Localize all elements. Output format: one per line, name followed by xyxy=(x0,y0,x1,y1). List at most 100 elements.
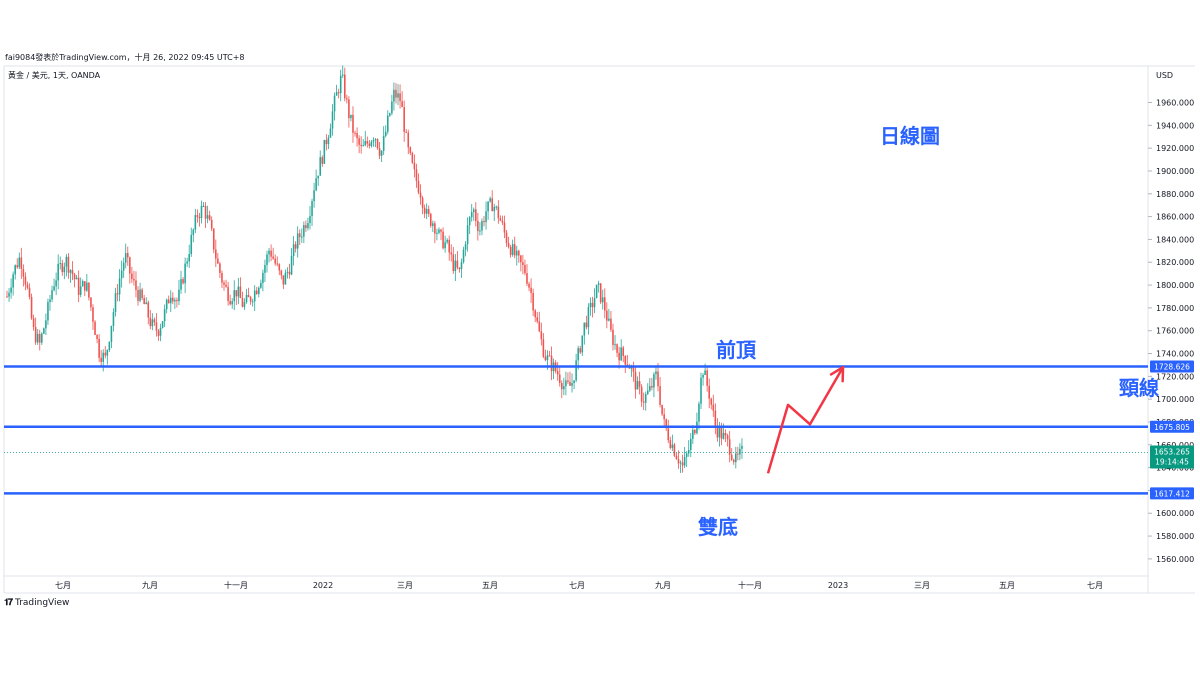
candle xyxy=(466,217,469,252)
tradingview-brand[interactable]: 𝟏𝟕 TradingView xyxy=(4,598,69,608)
candle xyxy=(477,212,479,241)
candle xyxy=(653,372,655,398)
candle xyxy=(184,257,186,294)
candle xyxy=(260,279,262,289)
candle-body xyxy=(126,253,129,258)
candle xyxy=(301,228,303,243)
candle-body xyxy=(190,234,193,255)
candle-body xyxy=(378,148,381,156)
y-tick-label: 1560.000 xyxy=(1156,555,1194,564)
x-tick-label: 七月 xyxy=(569,581,585,590)
candle xyxy=(575,353,577,383)
candle-body xyxy=(720,427,723,439)
candle-body xyxy=(610,318,612,330)
candle xyxy=(481,218,483,236)
candle-body xyxy=(706,370,708,386)
candle xyxy=(608,308,610,322)
candle-body xyxy=(335,92,338,96)
candle-body xyxy=(108,341,111,351)
candle xyxy=(540,322,543,346)
x-tick-label: 七月 xyxy=(1087,581,1103,590)
candle-body xyxy=(110,325,113,342)
candle xyxy=(319,150,322,176)
candle-body xyxy=(454,260,457,272)
candle-body xyxy=(374,139,377,141)
candle xyxy=(606,302,608,329)
candle xyxy=(143,294,145,305)
level-price-label: 1675.805 xyxy=(1154,423,1190,432)
x-tick-label: 五月 xyxy=(999,581,1015,590)
candle xyxy=(708,378,710,409)
candle xyxy=(448,235,450,261)
candle xyxy=(692,425,694,445)
candle-body xyxy=(94,321,96,336)
candle-body xyxy=(417,180,420,193)
candle-body xyxy=(92,307,94,322)
candle-body xyxy=(32,318,35,328)
candle xyxy=(384,125,387,138)
candle xyxy=(258,286,260,298)
candle-body xyxy=(317,175,319,179)
candle-body xyxy=(477,220,479,232)
candle-body xyxy=(370,141,373,147)
candle xyxy=(601,289,604,310)
candle xyxy=(178,279,180,306)
candle xyxy=(135,271,137,298)
candle xyxy=(423,204,426,219)
y-tick-label: 1900.000 xyxy=(1156,167,1194,176)
candle-body xyxy=(90,297,92,308)
candle xyxy=(116,284,119,302)
symbol-title[interactable]: 黃金 / 美元, 1天, OANDA xyxy=(8,71,101,80)
candle-body xyxy=(732,459,735,463)
candle-body xyxy=(210,219,213,229)
candle-body xyxy=(384,131,387,136)
candle-body xyxy=(464,244,467,250)
projection-path[interactable] xyxy=(766,366,845,474)
candle-body xyxy=(700,377,702,404)
candle xyxy=(620,339,622,362)
candle xyxy=(249,295,252,305)
candle-body xyxy=(251,301,254,303)
candle-body xyxy=(452,254,455,272)
candle xyxy=(397,84,399,105)
candle xyxy=(10,278,12,299)
candle-body xyxy=(456,260,459,268)
candle-body xyxy=(55,280,57,287)
candle xyxy=(94,320,96,336)
candle-body xyxy=(427,209,430,214)
candle-body xyxy=(526,273,528,284)
candle xyxy=(210,216,213,232)
candle xyxy=(112,308,115,332)
candle xyxy=(350,114,352,122)
candle xyxy=(255,286,258,295)
candle-body xyxy=(741,445,743,449)
candle xyxy=(341,65,344,79)
candle-body xyxy=(393,89,395,102)
candle xyxy=(159,323,162,342)
candle-body xyxy=(343,74,346,99)
candle xyxy=(100,350,102,367)
candle-body xyxy=(601,297,604,303)
candle-body xyxy=(485,211,487,223)
candle-body xyxy=(221,273,223,283)
arrowhead-icon[interactable] xyxy=(829,365,845,376)
candle-body xyxy=(632,367,635,372)
chart-title-annotation: 日線圖 xyxy=(880,124,940,148)
currency-label: USD xyxy=(1156,71,1173,80)
level-price-tag xyxy=(1150,487,1194,500)
candle-body xyxy=(538,321,541,332)
candle-body xyxy=(595,284,598,299)
candle xyxy=(292,236,295,266)
candle-body xyxy=(303,225,305,237)
candle-body xyxy=(651,386,653,388)
candle-body xyxy=(102,352,105,362)
candle-body xyxy=(401,101,403,108)
candle-body xyxy=(446,239,448,243)
candle xyxy=(311,198,313,226)
projection-arrow[interactable] xyxy=(766,365,845,474)
candle xyxy=(507,236,510,249)
candle-body xyxy=(325,139,328,145)
candle xyxy=(675,452,678,460)
